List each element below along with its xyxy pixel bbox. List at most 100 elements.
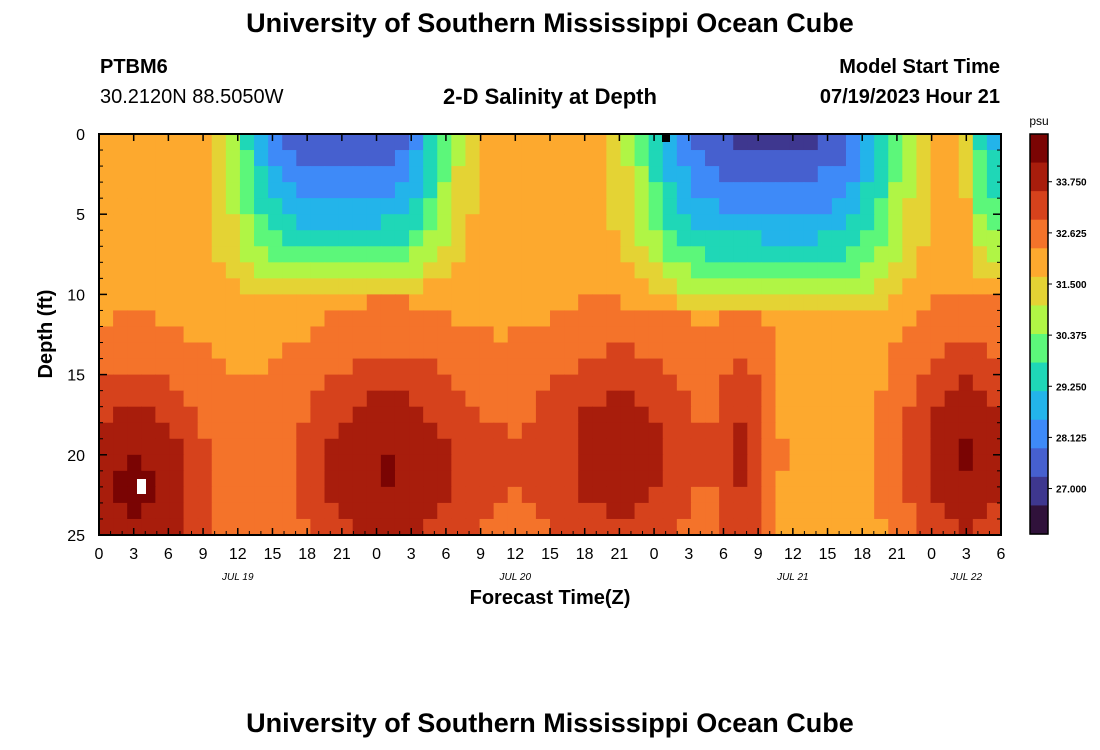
heatmap-cell bbox=[493, 182, 509, 199]
heatmap-cell bbox=[239, 134, 255, 151]
heatmap-cell bbox=[254, 198, 269, 215]
heatmap-cell bbox=[507, 310, 523, 328]
heatmap-cell bbox=[324, 518, 340, 536]
heatmap-cell bbox=[719, 310, 734, 328]
heatmap-cell bbox=[803, 438, 819, 456]
heatmap-cell bbox=[423, 214, 438, 231]
heatmap-cell bbox=[550, 470, 565, 488]
heatmap-cell bbox=[437, 246, 452, 263]
heatmap-cell bbox=[507, 198, 523, 215]
heatmap-cell bbox=[676, 374, 692, 392]
heatmap-cell bbox=[324, 214, 340, 231]
heatmap-cell bbox=[761, 358, 777, 376]
heatmap-cell bbox=[606, 182, 622, 199]
heatmap-cell bbox=[775, 518, 791, 536]
heatmap-cell bbox=[113, 454, 128, 472]
heatmap-cell bbox=[507, 470, 523, 488]
heatmap-cell bbox=[860, 246, 875, 263]
heatmap-cell bbox=[268, 454, 283, 472]
heatmap-cell bbox=[310, 134, 326, 151]
heatmap-cell bbox=[409, 214, 424, 231]
heatmap-cell bbox=[775, 390, 791, 408]
heatmap-cell bbox=[606, 214, 622, 231]
heatmap-cell bbox=[451, 454, 467, 472]
heatmap-cell bbox=[479, 230, 495, 247]
station-coordinates: 30.2120N 88.5050W bbox=[100, 86, 284, 108]
heatmap-cell bbox=[930, 230, 946, 247]
salinity-heatmap-chart: 0 3 6 9 12 15 18 21 0 3 6 9 12 15 18 21 0 3 6 9 12 15 18 21 0 3 6J… bbox=[35, 114, 1087, 609]
colorbar-segment bbox=[1030, 362, 1048, 392]
heatmap-cell bbox=[634, 486, 650, 504]
heatmap-cell bbox=[944, 278, 960, 295]
heatmap-cell bbox=[986, 518, 1002, 536]
heatmap-cell bbox=[493, 518, 509, 536]
heatmap-cell bbox=[141, 502, 156, 520]
heatmap-cell bbox=[282, 374, 297, 392]
heatmap-cell bbox=[465, 438, 481, 456]
heatmap-cell bbox=[888, 310, 903, 328]
heatmap-cell bbox=[479, 262, 495, 279]
heatmap-cell bbox=[352, 278, 368, 295]
heatmap-cell bbox=[169, 374, 185, 392]
y-axis-label: Depth (ft) bbox=[35, 290, 57, 379]
heatmap-cell bbox=[958, 246, 974, 263]
heatmap-cell bbox=[775, 422, 791, 440]
heatmap-cell bbox=[169, 438, 185, 456]
heatmap-cell bbox=[550, 374, 565, 392]
heatmap-cell bbox=[874, 150, 889, 167]
heatmap-cell bbox=[521, 134, 537, 151]
heatmap-cell bbox=[944, 502, 960, 520]
heatmap-cell bbox=[888, 214, 903, 231]
heatmap-cell bbox=[211, 246, 227, 263]
heatmap-cell bbox=[211, 278, 227, 295]
heatmap-cell bbox=[874, 374, 889, 392]
heatmap-cell bbox=[197, 262, 213, 279]
heatmap-cell bbox=[409, 470, 424, 488]
heatmap-cell bbox=[733, 134, 748, 151]
heatmap-cell bbox=[324, 310, 340, 328]
heatmap-cell bbox=[338, 198, 354, 215]
heatmap-cell bbox=[254, 358, 269, 376]
heatmap-cell bbox=[239, 342, 255, 360]
heatmap-cell bbox=[254, 262, 269, 279]
heatmap-cell bbox=[634, 502, 650, 520]
heatmap-cell bbox=[423, 182, 438, 199]
heatmap-cell bbox=[888, 326, 903, 344]
heatmap-cell bbox=[592, 438, 607, 456]
heatmap-cell bbox=[239, 310, 255, 328]
heatmap-cell bbox=[888, 438, 903, 456]
heatmap-cell bbox=[620, 246, 636, 263]
heatmap-cell bbox=[916, 374, 932, 392]
heatmap-cell bbox=[155, 470, 171, 488]
heatmap-cell bbox=[648, 326, 664, 344]
heatmap-cell bbox=[479, 470, 495, 488]
heatmap-cell bbox=[634, 198, 650, 215]
heatmap-cell bbox=[705, 278, 720, 295]
heatmap-cell bbox=[409, 374, 424, 392]
heatmap-cell bbox=[775, 438, 791, 456]
heatmap-cell bbox=[99, 454, 114, 472]
heatmap-cell bbox=[662, 438, 678, 456]
heatmap-cell bbox=[902, 342, 918, 360]
heatmap-cell bbox=[803, 230, 819, 247]
heatmap-cell bbox=[183, 166, 199, 183]
heatmap-cell bbox=[817, 454, 833, 472]
heatmap-cell bbox=[874, 470, 889, 488]
heatmap-cell bbox=[239, 390, 255, 408]
heatmap-cell bbox=[564, 134, 579, 151]
heatmap-cell bbox=[564, 358, 579, 376]
heatmap-cell bbox=[141, 166, 156, 183]
heatmap-cell bbox=[690, 518, 706, 536]
heatmap-cell bbox=[338, 502, 354, 520]
heatmap-cell bbox=[493, 294, 509, 312]
heatmap-cell bbox=[99, 518, 114, 536]
heatmap-cell bbox=[690, 198, 706, 215]
heatmap-cell bbox=[423, 326, 438, 344]
heatmap-cell bbox=[958, 374, 974, 392]
heatmap-cell bbox=[535, 294, 551, 312]
heatmap-cell bbox=[521, 342, 537, 360]
heatmap-cell bbox=[535, 214, 551, 231]
heatmap-cell bbox=[394, 182, 410, 199]
heatmap-cell bbox=[662, 278, 678, 295]
heatmap-cell bbox=[986, 134, 1002, 151]
